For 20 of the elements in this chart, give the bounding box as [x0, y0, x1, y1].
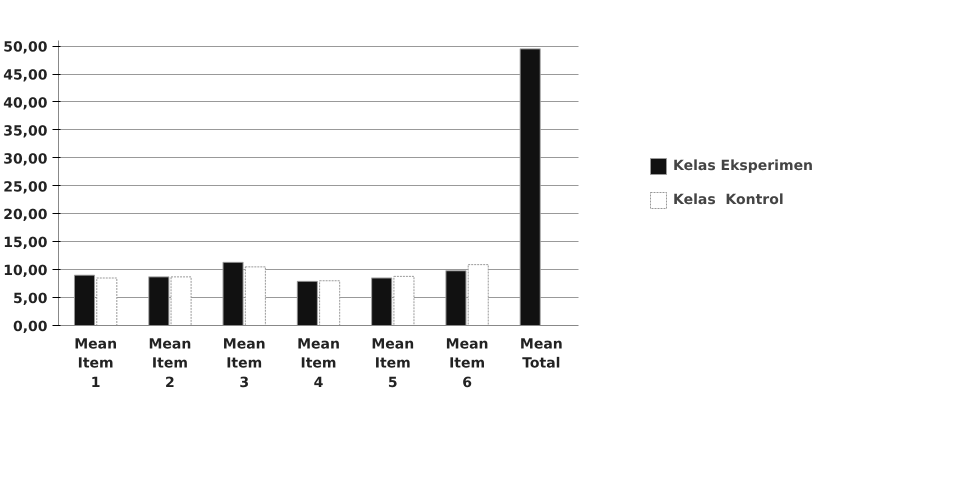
x-tick-label: Mean Item 6 — [446, 336, 488, 391]
y-tick-label: 5,00 — [12, 291, 48, 308]
y-tick-label: 0,00 — [12, 319, 48, 335]
y-tick-label: 20,00 — [3, 207, 48, 224]
x-tick-label: Mean Item 1 — [74, 336, 118, 391]
x-tick-label: Mean Item 2 — [148, 336, 192, 391]
x-tick-label: Mean Total — [520, 336, 563, 372]
y-tick-label: 25,00 — [3, 179, 48, 196]
legend-label: Kelas Kontrol — [673, 192, 784, 208]
x-tick-label: Mean Item 4 — [297, 336, 340, 391]
y-tick-label: 35,00 — [3, 123, 48, 140]
y-tick-label: 15,00 — [3, 235, 48, 252]
y-tick-label: 50,00 — [3, 40, 48, 56]
y-tick-label: 40,00 — [3, 95, 48, 112]
y-tick-label: 30,00 — [3, 151, 48, 168]
legend-label: Kelas Eksperimen — [673, 158, 814, 174]
y-tick-label: 10,00 — [3, 263, 48, 280]
x-tick-label: Mean Item 5 — [371, 336, 414, 391]
y-tick-label: 45,00 — [3, 68, 48, 84]
x-tick-label: Mean Item 3 — [222, 336, 266, 391]
